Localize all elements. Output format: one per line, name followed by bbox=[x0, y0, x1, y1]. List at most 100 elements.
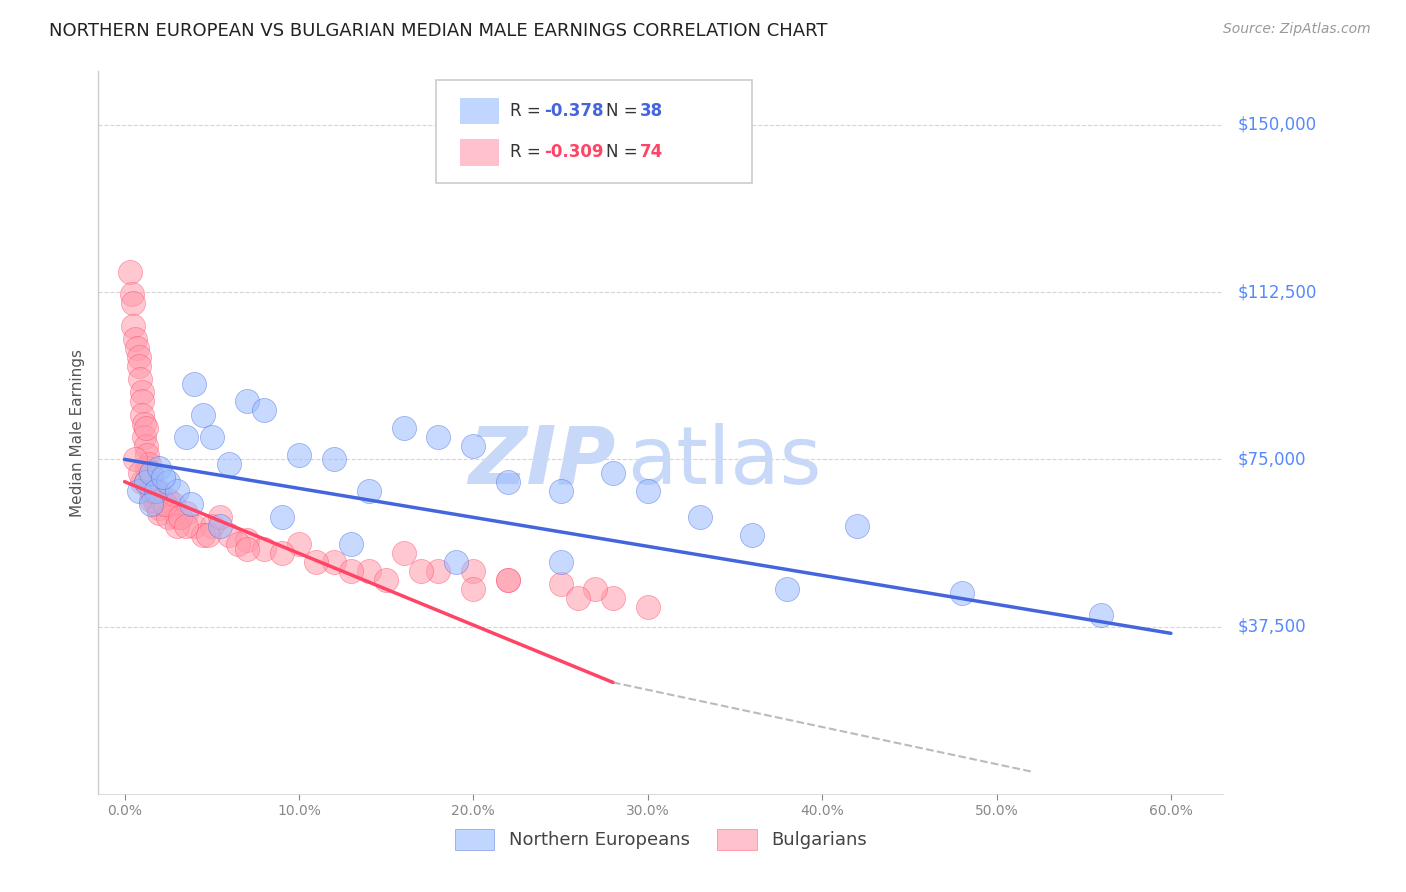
Point bbox=[950, 586, 973, 600]
Point bbox=[218, 457, 240, 471]
Point bbox=[157, 492, 180, 507]
Point bbox=[550, 483, 572, 498]
Point bbox=[201, 519, 224, 533]
Point bbox=[148, 506, 170, 520]
Point bbox=[139, 497, 162, 511]
Point bbox=[124, 452, 146, 467]
Point bbox=[375, 573, 398, 587]
Point bbox=[136, 448, 159, 462]
Point bbox=[357, 483, 380, 498]
Point bbox=[550, 555, 572, 569]
Point bbox=[392, 421, 415, 435]
Point bbox=[409, 564, 432, 578]
Point bbox=[463, 564, 485, 578]
Point bbox=[427, 430, 450, 444]
Point bbox=[602, 591, 624, 605]
Point bbox=[143, 492, 166, 507]
Point bbox=[134, 475, 156, 489]
Point bbox=[131, 475, 153, 489]
Point bbox=[129, 466, 152, 480]
Text: $75,000: $75,000 bbox=[1237, 450, 1306, 468]
Point bbox=[567, 591, 589, 605]
Point bbox=[125, 341, 148, 355]
Point bbox=[463, 582, 485, 596]
Point bbox=[253, 403, 276, 417]
Point bbox=[197, 528, 219, 542]
Text: R =: R = bbox=[510, 144, 547, 161]
Point bbox=[118, 265, 141, 279]
Legend: Northern Europeans, Bulgarians: Northern Europeans, Bulgarians bbox=[447, 822, 875, 857]
Point bbox=[191, 528, 214, 542]
Point bbox=[122, 318, 145, 333]
Point bbox=[128, 350, 150, 364]
Point bbox=[138, 457, 160, 471]
Point bbox=[288, 448, 311, 462]
Point bbox=[132, 430, 155, 444]
Point bbox=[1090, 608, 1112, 623]
Point bbox=[322, 452, 344, 467]
Point bbox=[602, 466, 624, 480]
Point bbox=[496, 475, 519, 489]
Point bbox=[162, 497, 184, 511]
Point bbox=[121, 287, 143, 301]
Point bbox=[134, 475, 156, 489]
Text: N =: N = bbox=[606, 102, 643, 120]
Point bbox=[166, 519, 188, 533]
Point bbox=[129, 372, 152, 386]
Point bbox=[226, 537, 249, 551]
Point bbox=[427, 564, 450, 578]
Point bbox=[122, 296, 145, 310]
Text: 38: 38 bbox=[640, 102, 662, 120]
Point bbox=[550, 577, 572, 591]
Point bbox=[153, 497, 176, 511]
Point bbox=[148, 461, 170, 475]
Point bbox=[235, 533, 257, 547]
Point bbox=[141, 483, 163, 498]
Point bbox=[124, 332, 146, 346]
Point bbox=[637, 599, 659, 614]
Point bbox=[209, 519, 232, 533]
Text: $37,500: $37,500 bbox=[1237, 617, 1306, 636]
Point bbox=[322, 555, 344, 569]
Point bbox=[166, 483, 188, 498]
Point bbox=[169, 510, 191, 524]
Point bbox=[145, 483, 167, 498]
Point bbox=[136, 461, 159, 475]
Point bbox=[131, 408, 153, 422]
Y-axis label: Median Male Earnings: Median Male Earnings bbox=[69, 349, 84, 516]
Point bbox=[218, 528, 240, 542]
Text: atlas: atlas bbox=[627, 423, 821, 500]
Point bbox=[166, 510, 188, 524]
Point bbox=[689, 510, 711, 524]
Point bbox=[741, 528, 763, 542]
Point bbox=[157, 510, 180, 524]
Point bbox=[138, 475, 160, 489]
Point bbox=[131, 394, 153, 409]
Point bbox=[134, 421, 156, 435]
Point bbox=[139, 466, 162, 480]
Point bbox=[253, 541, 276, 556]
Point bbox=[139, 466, 162, 480]
Text: $150,000: $150,000 bbox=[1237, 116, 1316, 134]
Point bbox=[191, 408, 214, 422]
Point bbox=[145, 497, 167, 511]
Point bbox=[288, 537, 311, 551]
Point bbox=[583, 582, 606, 596]
Point bbox=[201, 430, 224, 444]
Text: Source: ZipAtlas.com: Source: ZipAtlas.com bbox=[1223, 22, 1371, 37]
Text: -0.378: -0.378 bbox=[544, 102, 603, 120]
Point bbox=[180, 497, 202, 511]
Point bbox=[132, 417, 155, 431]
Point bbox=[148, 483, 170, 498]
Point bbox=[174, 506, 197, 520]
Point bbox=[152, 497, 174, 511]
Point bbox=[637, 483, 659, 498]
Point bbox=[183, 519, 205, 533]
Point bbox=[145, 483, 167, 498]
Point bbox=[139, 483, 162, 498]
Point bbox=[209, 510, 232, 524]
Text: 74: 74 bbox=[640, 144, 664, 161]
Point bbox=[444, 555, 467, 569]
Text: NORTHERN EUROPEAN VS BULGARIAN MEDIAN MALE EARNINGS CORRELATION CHART: NORTHERN EUROPEAN VS BULGARIAN MEDIAN MA… bbox=[49, 22, 828, 40]
Point bbox=[128, 359, 150, 373]
